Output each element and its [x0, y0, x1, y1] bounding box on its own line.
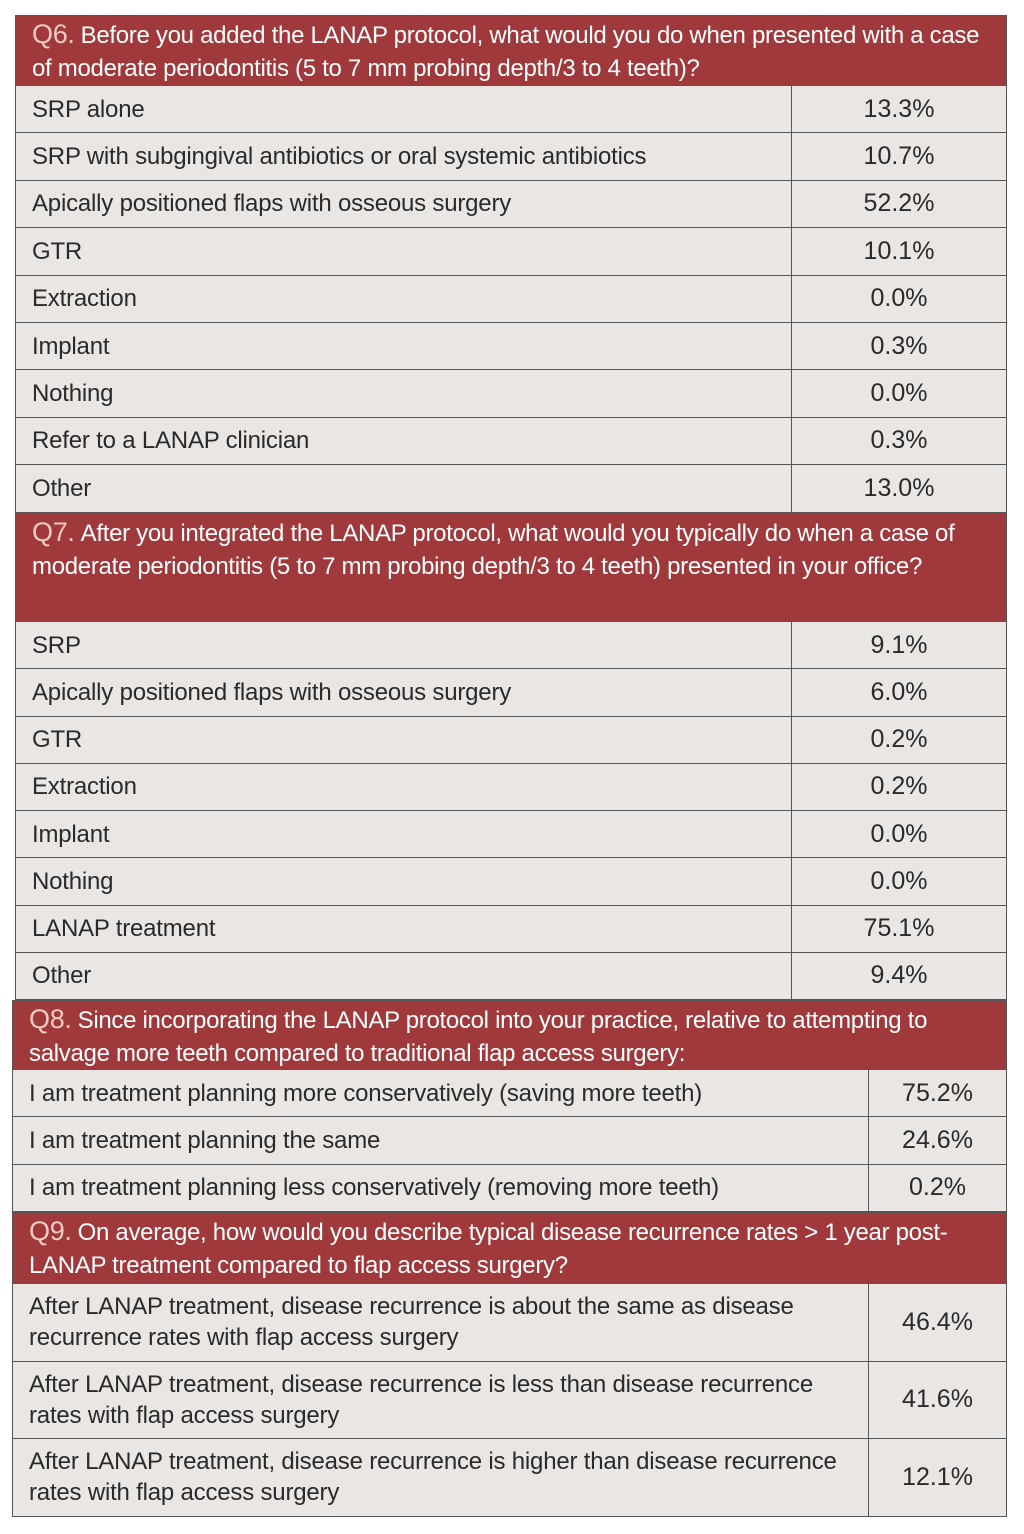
answer-percent: 9.4% — [870, 961, 928, 990]
question-number: Q7. — [32, 517, 75, 547]
question-text: After you integrated the LANAP protocol,… — [32, 520, 955, 580]
answer-row: Implant 0.3% — [15, 322, 1007, 371]
answer-percent: 75.2% — [902, 1078, 973, 1107]
answer-text: Apically positioned flaps with osseous s… — [16, 180, 792, 228]
answer-row: I am treatment planning less conservativ… — [12, 1164, 1007, 1212]
answer-text: After LANAP treatment, disease recurrenc… — [13, 1361, 869, 1438]
question-section: Q6. Before you added the LANAP protocol, … — [15, 15, 1007, 513]
answer-percent: 0.0% — [870, 379, 928, 408]
question-header: Q6. Before you added the LANAP protocol, … — [15, 15, 1007, 86]
answer-text: SRP with subgingival antibiotics or oral… — [16, 133, 792, 180]
answer-percent: 10.7% — [863, 142, 935, 171]
answer-row: Nothing 0.0% — [15, 370, 1007, 418]
answer-row: I am treatment planning the same 24.6% — [12, 1117, 1007, 1165]
answer-row: SRP with subgingival antibiotics or oral… — [15, 133, 1007, 181]
answer-percent: 0.2% — [870, 772, 928, 801]
answer-percent: 0.0% — [870, 866, 928, 895]
answer-row: GTR 10.1% — [15, 228, 1007, 276]
answer-text: Implant — [16, 811, 792, 858]
answer-row: After LANAP treatment, disease recurrenc… — [12, 1361, 1007, 1439]
answer-percent: 9.1% — [870, 630, 928, 659]
answer-percent: 0.0% — [870, 819, 928, 848]
answer-percent: 0.3% — [870, 331, 928, 360]
answer-text: I am treatment planning the same — [13, 1117, 869, 1164]
answer-percent: 13.3% — [863, 94, 935, 123]
answer-row: Other 13.0% — [15, 465, 1007, 513]
answer-percent: 0.3% — [870, 426, 928, 455]
question-section: Q9. On average, how would you describe ty… — [12, 1212, 1007, 1517]
answer-percent: 75.1% — [863, 914, 935, 943]
answer-text: After LANAP treatment, disease recurrenc… — [13, 1284, 869, 1361]
answer-percent: 6.0% — [870, 677, 928, 706]
answer-row: I am treatment planning more conservativ… — [12, 1070, 1007, 1118]
answer-percent: 12.1% — [902, 1462, 973, 1491]
answer-percent: 41.6% — [902, 1385, 973, 1414]
answer-text: After LANAP treatment, disease recurrenc… — [13, 1439, 869, 1516]
answer-text: I am treatment planning less conservativ… — [13, 1164, 869, 1211]
answer-row: Apically positioned flaps with osseous s… — [15, 180, 1007, 229]
answer-text: SRP alone — [16, 86, 792, 133]
question-text: On average, how would you describe typic… — [29, 1219, 948, 1279]
answer-row: LANAP treatment 75.1% — [15, 905, 1007, 953]
answer-text: Nothing — [16, 858, 792, 905]
answer-text: Other — [16, 465, 792, 512]
question-header: Q9. On average, how would you describe ty… — [12, 1212, 1007, 1284]
answer-percent: 0.0% — [870, 284, 928, 313]
question-header: Q7. After you integrated the LANAP protoc… — [15, 513, 1007, 622]
answer-percent: 0.2% — [870, 725, 928, 754]
answer-row: Other 9.4% — [15, 952, 1007, 1000]
answer-text: Apically positioned flaps with osseous s… — [16, 669, 792, 716]
question-section: Q8. Since incorporating the LANAP protoco… — [12, 1000, 1007, 1212]
answer-text: Implant — [16, 322, 792, 370]
question-number: Q6. — [32, 19, 75, 49]
answer-row: Implant 0.0% — [15, 811, 1007, 859]
answer-text: LANAP treatment — [16, 905, 792, 952]
answer-text: SRP — [16, 622, 792, 669]
answer-row: After LANAP treatment, disease recurrenc… — [12, 1284, 1007, 1362]
answer-row: Refer to a LANAP clinician 0.3% — [15, 417, 1007, 466]
question-text: Before you added the LANAP protocol, wha… — [32, 22, 980, 82]
answer-percent: 52.2% — [863, 189, 935, 218]
answer-text: Nothing — [16, 370, 792, 417]
answer-percent: 24.6% — [902, 1125, 973, 1154]
answer-percent: 0.2% — [909, 1173, 966, 1202]
question-number: Q9. — [29, 1216, 72, 1246]
answer-text: GTR — [16, 228, 792, 275]
answer-percent: 13.0% — [863, 473, 935, 502]
question-number: Q8. — [29, 1004, 72, 1034]
answer-row: GTR 0.2% — [15, 716, 1007, 764]
answer-row: Extraction 0.2% — [15, 763, 1007, 811]
question-section: Q7. After you integrated the LANAP protoc… — [15, 513, 1007, 1000]
question-header: Q8. Since incorporating the LANAP protoco… — [12, 1000, 1007, 1070]
answer-row: SRP 9.1% — [15, 622, 1007, 670]
answer-text: Extraction — [16, 763, 792, 810]
answer-percent: 10.1% — [863, 236, 935, 265]
answer-percent: 46.4% — [902, 1307, 973, 1336]
answer-row: SRP alone 13.3% — [15, 86, 1007, 134]
answer-row: After LANAP treatment, disease recurrenc… — [12, 1439, 1007, 1517]
answer-row: Nothing 0.0% — [15, 858, 1007, 906]
answer-text: GTR — [16, 716, 792, 763]
answer-text: Refer to a LANAP clinician — [16, 417, 792, 465]
answer-row: Extraction 0.0% — [15, 275, 1007, 323]
answer-row: Apically positioned flaps with osseous s… — [15, 669, 1007, 717]
answer-text: Other — [16, 952, 792, 999]
answer-text: Extraction — [16, 275, 792, 322]
question-text: Since incorporating the LANAP protocol i… — [29, 1007, 928, 1067]
answer-text: I am treatment planning more conservativ… — [13, 1070, 869, 1117]
